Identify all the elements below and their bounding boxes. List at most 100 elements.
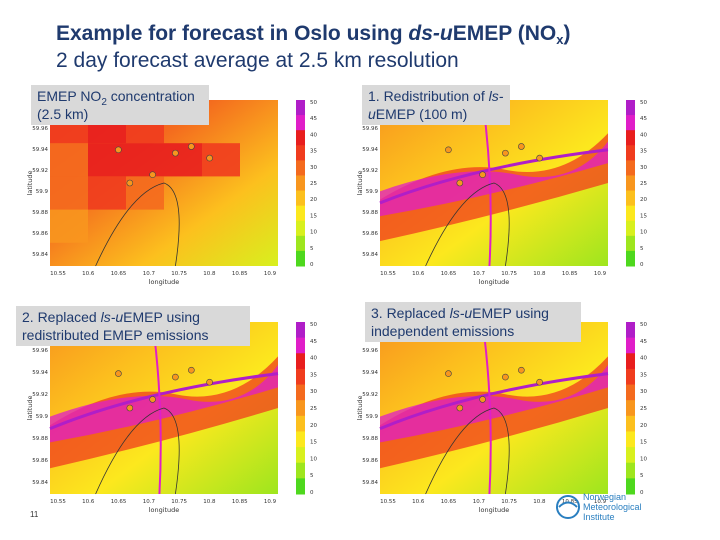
- panel-3-label: 2. Replaced ls-uEMEP using redistributed…: [16, 306, 250, 346]
- y-tick-label: 59.84: [32, 480, 48, 486]
- colorbar-tick-label: 0: [310, 490, 314, 496]
- colorbar-swatch: [626, 250, 635, 267]
- y-tick-label: 59.94: [362, 147, 378, 153]
- grid-cell: [50, 143, 88, 177]
- station-marker: [172, 149, 179, 157]
- x-tick-label: 10.7: [473, 271, 486, 277]
- plume-core: [50, 365, 278, 443]
- colorbar-swatch: [296, 415, 305, 432]
- colorbar-swatch: [296, 250, 305, 267]
- colorbar-swatch: [626, 431, 635, 448]
- colorbar-swatch: [296, 190, 305, 207]
- station-marker: [518, 366, 525, 374]
- colorbar-tick-label: 40: [640, 356, 647, 362]
- x-axis-label: longitude: [479, 506, 510, 514]
- y-tick-label: 59.84: [362, 252, 378, 258]
- colorbar-swatch: [626, 322, 635, 339]
- x-tick-label: 10.75: [501, 499, 517, 505]
- coastline: [425, 182, 510, 267]
- road-line: [379, 372, 609, 431]
- colorbar-swatch: [626, 462, 635, 479]
- x-tick-label: 10.8: [533, 499, 546, 505]
- station-marker: [536, 378, 543, 386]
- met-institute-logo: Norwegian Meteorological Institute: [555, 492, 665, 522]
- colorbar-tick-label: 40: [640, 132, 647, 138]
- colorbar-swatch: [296, 400, 305, 417]
- station-marker: [149, 396, 156, 403]
- coastline: [95, 407, 180, 495]
- y-tick-label: 59.96: [362, 348, 378, 354]
- y-tick-label: 59.92: [32, 392, 48, 398]
- colorbar-tick-label: 15: [640, 213, 647, 219]
- colorbar-tick-label: 25: [640, 406, 647, 412]
- colorbar-tick-label: 0: [640, 262, 644, 268]
- colorbar-swatch: [296, 160, 305, 176]
- panel-4-label: 3. Replaced ls-uEMEP using independent e…: [365, 302, 581, 342]
- colorbar-tick-label: 45: [640, 116, 647, 122]
- colorbar-swatch: [296, 368, 305, 386]
- colorbar-swatch: [296, 115, 305, 131]
- y-tick-label: 59.86: [32, 231, 48, 237]
- y-tick-label: 59.9: [366, 414, 379, 420]
- station-marker: [149, 171, 156, 178]
- y-tick-label: 59.86: [362, 231, 378, 237]
- x-tick-label: 10.6: [82, 499, 95, 505]
- colorbar-swatch: [626, 447, 635, 464]
- y-tick-label: 59.86: [362, 458, 378, 464]
- colorbar-swatch: [626, 130, 635, 146]
- colorbar-tick-label: 30: [310, 389, 317, 395]
- station-marker: [188, 143, 195, 150]
- y-tick-label: 59.84: [32, 252, 48, 258]
- colorbar-swatch: [626, 384, 635, 401]
- x-tick-label: 10.65: [441, 271, 457, 277]
- colorbar-swatch: [296, 431, 305, 448]
- colorbar-tick-label: 45: [640, 339, 647, 345]
- y-tick-label: 59.94: [362, 370, 378, 376]
- plume-core: [380, 365, 608, 443]
- slide-number: 11: [30, 510, 39, 519]
- colorbar-swatch: [626, 205, 635, 222]
- colorbar-swatch: [626, 415, 635, 432]
- colorbar-swatch: [296, 353, 305, 370]
- map-panel-redistribution: 59.96 59.94 59.92 59.9 59.88 59.86 59.84 10.55 1…: [356, 99, 647, 286]
- colorbar-swatch: [296, 175, 305, 192]
- colorbar-tick-label: 40: [310, 356, 317, 362]
- colorbar-tick-label: 5: [310, 246, 314, 252]
- colorbar-swatch: [296, 100, 305, 116]
- y-tick-label: 59.96: [32, 348, 48, 354]
- colorbar-tick-label: 30: [640, 165, 647, 171]
- logo-line-3: Institute: [583, 512, 615, 522]
- y-axis-label: latitude: [356, 396, 364, 421]
- road-line: [379, 148, 609, 205]
- y-tick-label: 59.96: [362, 126, 378, 132]
- colorbar-swatch: [626, 190, 635, 207]
- colorbar-tick-label: 45: [310, 116, 317, 122]
- colorbar-swatch: [296, 205, 305, 222]
- grid-cell: [164, 143, 202, 177]
- colorbar-swatch: [296, 478, 305, 495]
- station-marker: [206, 154, 213, 162]
- colorbar-swatch: [296, 322, 305, 339]
- x-tick-label: 10.75: [501, 271, 517, 277]
- x-tick-label: 10.7: [473, 499, 486, 505]
- x-tick-label: 10.55: [50, 499, 66, 505]
- y-tick-label: 59.84: [362, 480, 378, 486]
- colorbar-tick-label: 10: [310, 230, 317, 236]
- x-axis-label: longitude: [479, 278, 510, 286]
- colorbar-swatch: [626, 220, 635, 237]
- x-tick-label: 10.85: [562, 271, 578, 277]
- x-tick-label: 10.9: [264, 271, 277, 277]
- colorbar-swatch: [626, 337, 635, 354]
- x-tick-label: 10.9: [594, 499, 607, 505]
- road-line: [49, 372, 279, 431]
- y-tick-label: 59.88: [32, 436, 48, 442]
- station-marker: [172, 373, 179, 381]
- colorbar-swatch: [626, 160, 635, 176]
- x-tick-label: 10.6: [412, 271, 425, 277]
- grid-cell: [88, 176, 126, 210]
- colorbar-swatch: [296, 384, 305, 401]
- y-tick-label: 59.94: [32, 147, 48, 153]
- colorbar-tick-label: 30: [640, 389, 647, 395]
- colorbar-swatch: [626, 145, 635, 161]
- colorbar-tick-label: 50: [640, 100, 647, 106]
